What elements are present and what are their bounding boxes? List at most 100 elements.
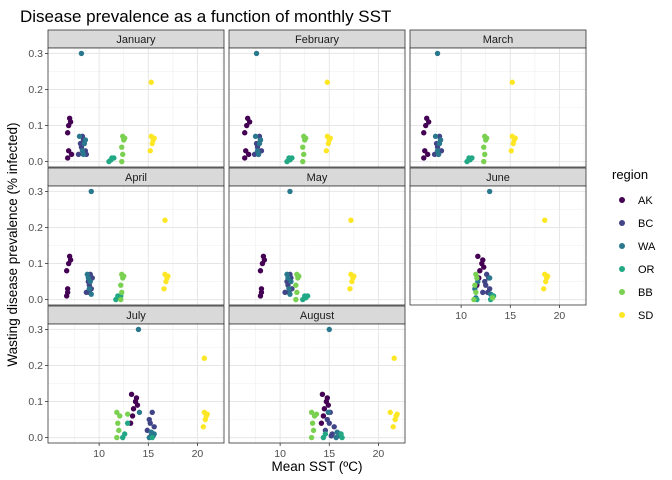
data-point-bc bbox=[480, 289, 486, 296]
data-point-wa bbox=[287, 188, 293, 195]
data-point-ak bbox=[319, 391, 326, 398]
legend-label-ak: AK bbox=[638, 195, 653, 207]
data-point-ak bbox=[425, 151, 431, 158]
data-point-wa bbox=[285, 275, 291, 281]
data-point-or bbox=[287, 157, 293, 163]
data-point-bb bbox=[300, 144, 306, 150]
data-point-bc bbox=[282, 289, 288, 296]
x-tick-label: 10 bbox=[274, 448, 286, 460]
data-point-sd bbox=[147, 148, 153, 154]
data-point-or bbox=[121, 431, 128, 437]
data-point-or bbox=[302, 295, 309, 301]
x-tick-label: 15 bbox=[142, 448, 154, 460]
data-point-ak bbox=[475, 253, 481, 260]
data-point-wa bbox=[288, 278, 294, 285]
data-point-ak bbox=[64, 289, 71, 296]
legend: region AK BC WA OR BB SD bbox=[612, 167, 656, 322]
panel-border bbox=[47, 323, 225, 444]
y-tick-label: 0.3 bbox=[28, 324, 43, 336]
x-tick-label: 20 bbox=[554, 310, 566, 322]
data-point-ak bbox=[64, 155, 71, 161]
data-point-bb bbox=[121, 135, 128, 141]
legend-label-bc: BC bbox=[638, 218, 653, 230]
facet-strip-label: July bbox=[126, 310, 146, 322]
data-point-wa bbox=[88, 188, 94, 195]
data-point-sd bbox=[351, 273, 357, 279]
data-point-wa bbox=[135, 326, 142, 333]
y-tick-label: 0.2 bbox=[28, 222, 43, 234]
data-point-wa bbox=[82, 137, 89, 143]
data-point-or bbox=[149, 434, 155, 441]
data-point-bb bbox=[114, 434, 120, 441]
data-point-ak bbox=[321, 406, 328, 412]
y-tick-label: 0.2 bbox=[28, 360, 43, 372]
data-point-bb bbox=[473, 289, 479, 296]
facet-strip-label: June bbox=[486, 172, 510, 184]
x-tick-label: 20 bbox=[373, 448, 385, 460]
data-point-bb bbox=[296, 273, 302, 279]
data-point-bc bbox=[151, 424, 157, 430]
data-point-ak bbox=[325, 402, 332, 408]
data-point-ak bbox=[134, 402, 141, 408]
facet-strip-label: March bbox=[483, 34, 514, 46]
data-point-bc bbox=[75, 151, 82, 158]
data-point-or bbox=[108, 157, 114, 163]
data-point-sd bbox=[509, 79, 515, 85]
data-point-wa bbox=[326, 326, 332, 333]
data-point-sd bbox=[391, 355, 397, 361]
legend-key-or bbox=[619, 266, 625, 272]
y-tick-label: 0.1 bbox=[28, 396, 43, 408]
data-point-bc bbox=[251, 151, 258, 158]
data-point-wa bbox=[432, 133, 439, 140]
data-point-bb bbox=[310, 427, 317, 434]
data-point-sd bbox=[324, 79, 331, 85]
data-point-wa bbox=[437, 137, 444, 143]
data-point-bb bbox=[471, 296, 477, 303]
data-point-ak bbox=[320, 413, 327, 419]
data-point-ak bbox=[129, 413, 136, 419]
facet-panel-may: May bbox=[228, 167, 406, 306]
facet-strip-label: January bbox=[116, 34, 156, 46]
data-point-bb bbox=[294, 289, 300, 296]
data-point-sd bbox=[348, 217, 354, 223]
data-point-bb bbox=[308, 434, 315, 441]
data-point-ak bbox=[480, 257, 486, 263]
data-point-ak bbox=[318, 420, 325, 426]
facet-panel-august: August 10 15 20 bbox=[228, 305, 406, 460]
data-point-sd bbox=[387, 409, 393, 416]
data-point-ak bbox=[68, 151, 75, 158]
y-tick-label: 0.2 bbox=[28, 84, 43, 96]
data-point-ak bbox=[64, 130, 71, 136]
data-point-ak bbox=[481, 264, 487, 270]
data-point-wa bbox=[86, 286, 93, 292]
data-point-bb bbox=[119, 144, 125, 150]
data-point-ak bbox=[242, 130, 248, 136]
data-point-or bbox=[322, 431, 329, 437]
data-point-bb bbox=[119, 158, 125, 165]
data-point-or bbox=[467, 157, 473, 163]
data-point-wa bbox=[252, 133, 259, 140]
panel-border bbox=[228, 185, 406, 306]
data-point-bb bbox=[300, 158, 306, 165]
data-point-bc bbox=[149, 409, 155, 416]
data-point-bb bbox=[308, 409, 315, 416]
data-point-or bbox=[124, 420, 131, 426]
facet-panel-july: July 0.0 0.1 0.2 0.3 10 15 20 bbox=[28, 305, 225, 460]
data-point-bb bbox=[473, 271, 479, 278]
data-point-bb bbox=[489, 295, 496, 301]
legend-label-bb: BB bbox=[638, 287, 653, 299]
data-point-bb bbox=[481, 144, 487, 150]
data-point-bb bbox=[313, 411, 320, 417]
data-point-sd bbox=[151, 135, 157, 141]
data-point-ak bbox=[130, 406, 137, 412]
data-point-ak bbox=[245, 151, 252, 158]
data-point-sd bbox=[347, 286, 353, 292]
data-point-ak bbox=[128, 391, 135, 398]
data-point-bb bbox=[302, 135, 309, 141]
data-point-wa bbox=[136, 409, 143, 416]
data-point-ak bbox=[425, 119, 432, 125]
panel-border bbox=[228, 323, 406, 444]
data-point-sd bbox=[390, 424, 396, 430]
data-point-bb bbox=[293, 296, 299, 303]
